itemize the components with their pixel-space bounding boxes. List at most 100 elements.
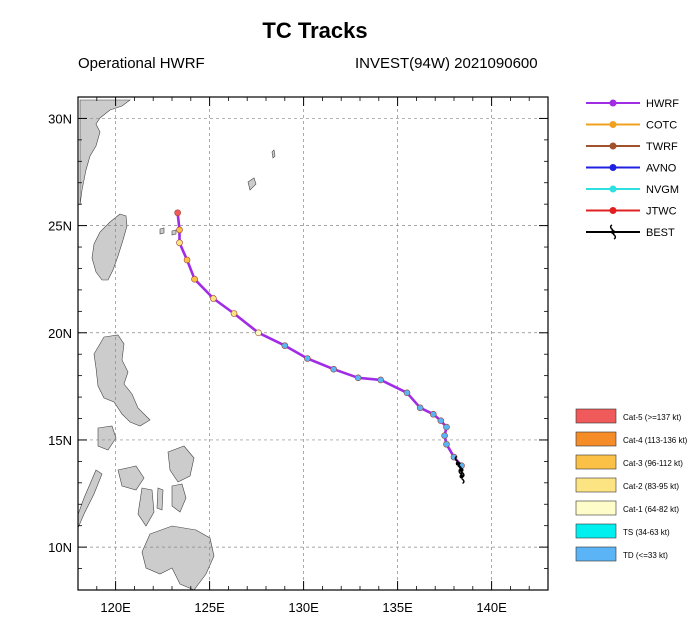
map-plot-area — [78, 97, 548, 590]
legend-entry-best: BEST — [586, 224, 675, 240]
chart-title: TC Tracks — [262, 18, 368, 43]
legend-label: NVGM — [646, 184, 679, 196]
hwrf-track-point — [441, 432, 448, 439]
intensity-entry-cat-1: Cat-1 (64-82 kt) — [575, 500, 679, 516]
legend-entry-twrf: TWRF — [586, 141, 678, 153]
legend-label: COTC — [646, 120, 677, 132]
intensity-legend: Cat-5 (>=137 kt) Cat-4 (113-136 kt) Cat-3 … — [575, 408, 688, 562]
intensity-entry-cat-2: Cat-2 (83-95 kt) — [575, 477, 679, 493]
land-negros — [137, 487, 155, 527]
model-legend: HWRF COTC TWRF AVNO NVGM JTWC BEST — [586, 98, 679, 240]
x-tick-label: 140E — [476, 600, 507, 615]
legend-label: TWRF — [646, 141, 678, 153]
legend-entry-nvgm: NVGM — [586, 184, 679, 196]
land-mindanao — [141, 525, 215, 590]
intensity-swatch — [575, 408, 617, 424]
hwrf-track-line — [176, 212, 463, 467]
legend-marker — [609, 142, 617, 150]
y-tick-label: 25N — [48, 219, 72, 234]
hwrf-track-point — [255, 329, 262, 337]
best-track-point — [458, 462, 465, 478]
hwrf-track-point — [230, 310, 238, 317]
land-samar — [167, 445, 195, 483]
hwrf-track-point — [430, 410, 437, 418]
intensity-entry-cat-3: Cat-3 (96-112 kt) — [575, 454, 683, 470]
land-small-island — [159, 227, 165, 235]
hwrf-track-point — [183, 256, 191, 264]
land-luzon — [93, 334, 151, 427]
hwrf-track-point — [437, 417, 445, 424]
hwrf-track-point — [416, 404, 424, 412]
land-panay — [117, 465, 145, 491]
best-track-point — [454, 455, 461, 472]
intensity-swatch — [575, 454, 617, 470]
legend-marker — [609, 99, 617, 107]
land-small-island — [171, 229, 177, 236]
y-tick-label: 20N — [48, 326, 72, 341]
land-mindoro — [97, 425, 117, 451]
hwrf-track-point — [330, 365, 337, 373]
intensity-entry-cat-5: Cat-5 (>=137 kt) — [575, 408, 682, 424]
track-series — [174, 209, 465, 485]
legend-marker — [609, 121, 617, 128]
legend-entry-avno: AVNO — [586, 163, 677, 175]
x-tick-label: 135E — [382, 600, 413, 615]
intensity-label: TS (34-63 kt) — [623, 528, 670, 537]
hwrf-track-point — [443, 423, 450, 431]
legend-marker — [609, 185, 617, 193]
grid-lines — [78, 97, 548, 590]
intensity-entry-td: TD (<=33 kt) — [575, 546, 668, 562]
intensity-swatch — [575, 523, 617, 539]
legend-label: JTWC — [646, 206, 677, 218]
hwrf-track-point — [354, 374, 362, 382]
land-masses — [78, 99, 276, 590]
y-tick-label: 15N — [48, 433, 72, 448]
intensity-swatch — [575, 477, 617, 493]
legend-entry-cotc: COTC — [586, 120, 677, 132]
model-subtitle: Operational HWRF — [78, 55, 205, 72]
legend-entry-jtwc: JTWC — [586, 206, 677, 218]
x-tick-label: 120E — [100, 600, 131, 615]
land-leyte — [171, 483, 187, 513]
intensity-swatch — [575, 500, 617, 516]
intensity-label: Cat-2 (83-95 kt) — [623, 482, 679, 491]
hwrf-track-point — [174, 209, 181, 217]
intensity-swatch — [575, 546, 617, 562]
intensity-label: TD (<=33 kt) — [623, 551, 668, 560]
y-tick-label: 10N — [48, 540, 72, 555]
hwrf-track-point — [191, 275, 198, 283]
legend-label: HWRF — [646, 98, 679, 110]
intensity-label: Cat-3 (96-112 kt) — [623, 459, 683, 468]
legend-typhoon-marker — [609, 224, 617, 240]
land-okinawa — [247, 177, 257, 191]
land-small-island — [271, 149, 276, 159]
hwrf-track-point — [176, 226, 183, 234]
intensity-swatch — [575, 431, 617, 447]
x-tick-label: 130E — [288, 600, 319, 615]
hwrf-track-point — [443, 440, 450, 448]
plot-frame — [77, 96, 549, 591]
hwrf-track-point — [176, 239, 183, 247]
legend-label: BEST — [646, 227, 675, 239]
legend-entry-hwrf: HWRF — [586, 98, 679, 110]
legend-marker — [609, 207, 617, 214]
land-mainland-china — [79, 99, 131, 206]
axis-ticks: 120E 125E 130E 135E 140E 10N 15N 20N 25N 30N — [48, 96, 549, 615]
legend-marker — [609, 164, 617, 171]
legend-label: AVNO — [646, 163, 677, 175]
hwrf-track-point — [377, 376, 384, 384]
land-taiwan — [91, 213, 128, 281]
x-tick-label: 125E — [194, 600, 225, 615]
hwrf-track-point — [304, 355, 311, 362]
y-tick-label: 30N — [48, 111, 72, 126]
intensity-entry-cat-4: Cat-4 (113-136 kt) — [575, 431, 688, 447]
storm-subtitle: INVEST(94W) 2021090600 — [355, 55, 538, 72]
hwrf-track-point — [281, 342, 289, 349]
land-palawan — [78, 469, 103, 529]
intensity-entry-ts: TS (34-63 kt) — [575, 523, 670, 539]
hwrf-track-point — [403, 389, 411, 397]
intensity-label: Cat-1 (64-82 kt) — [623, 505, 679, 514]
hwrf-track-point — [210, 295, 217, 302]
intensity-label: Cat-5 (>=137 kt) — [623, 413, 682, 422]
